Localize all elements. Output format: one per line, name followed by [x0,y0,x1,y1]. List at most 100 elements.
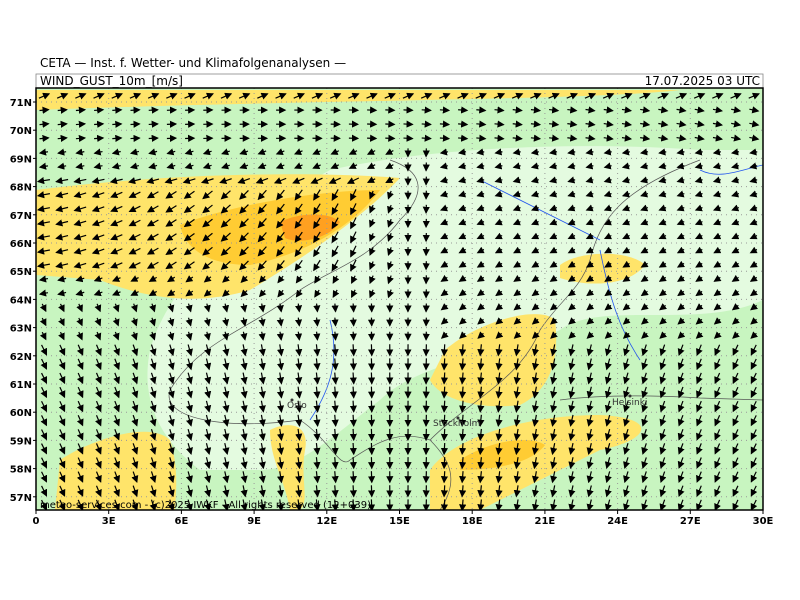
wind-arrow [183,218,195,228]
wind-arrow [713,303,722,311]
wind-arrow [185,443,193,455]
wind-arrow [458,190,467,198]
wind-arrow [459,358,467,371]
wind-arrow [73,191,87,199]
wind-arrow [129,92,142,100]
lat-label: 58N [10,465,32,476]
wind-arrow [203,331,211,341]
wind-arrow [313,231,321,244]
wind-arrow [387,261,394,271]
wind-arrow [91,247,105,255]
wind-arrow [113,457,120,469]
wind-arrow [258,386,266,399]
wind-arrow [440,344,449,357]
lat-label: 66N [10,239,32,250]
wind-arrow [149,372,157,385]
wind-arrow [58,485,66,497]
wind-arrow [258,372,266,385]
wind-arrow [312,162,321,169]
wind-arrow [76,358,84,371]
wind-arrow [131,471,139,484]
wind-arrow [477,471,485,484]
wind-arrow [621,106,633,114]
lat-label: 64N [10,295,32,306]
wind-arrow [276,386,285,399]
wind-arrow [696,344,703,357]
wind-arrow [659,331,668,339]
wind-arrow [676,176,685,184]
lon-label: 15E [389,516,410,527]
wind-arrow [313,428,321,442]
wind-arrow [329,92,342,100]
wind-arrow [202,218,213,228]
wind-arrow [131,414,139,427]
wind-arrow [202,190,213,200]
wind-arrow [659,499,667,510]
lon-label: 21E [535,516,556,527]
wind-arrow [586,289,595,297]
wind-arrow [331,428,339,442]
wind-arrow [494,148,503,156]
wind-arrow [313,414,321,427]
city-dot [628,394,632,398]
wind-arrow [131,400,139,413]
wind-arrow [55,233,69,241]
wind-arrow [204,400,212,413]
wind-arrow [149,358,157,371]
wind-arrow [585,246,594,254]
wind-arrow [640,303,649,311]
wind-arrow [567,246,576,254]
wind-arrow [750,344,758,356]
wind-arrow [385,176,394,183]
wind-arrow [513,246,522,254]
wind-arrow [714,471,721,483]
wind-arrow [459,331,467,339]
wind-arrow [603,232,613,240]
wind-arrow [94,317,102,327]
wind-arrow [149,400,157,413]
wind-arrow [295,414,303,427]
wind-arrow [146,247,159,255]
wind-arrow [530,120,542,128]
wind-arrow [369,204,376,214]
wind-arrow [276,203,285,215]
wind-arrow [294,231,303,243]
wind-arrow [457,148,467,156]
wind-arrow [458,232,467,240]
wind-arrow [112,120,123,128]
wind-arrow [204,443,212,455]
wind-arrow [658,232,667,240]
wind-arrow [439,106,451,114]
wind-arrow [130,289,139,296]
wind-arrow [568,317,577,325]
wind-arrow [331,414,339,427]
wind-arrow [240,442,248,456]
wind-arrow [568,400,576,413]
wind-arrow [294,259,303,272]
wind-arrow [750,372,758,385]
wind-arrow [222,414,230,427]
wind-arrow [550,386,558,399]
wind-arrow [222,275,230,283]
wind-arrow [586,400,594,413]
wind-arrow [732,386,740,399]
wind-arrow [696,485,703,498]
wind-arrow [621,148,630,156]
wind-arrow [676,246,685,254]
wind-arrow [331,344,339,357]
wind-arrow [366,148,376,155]
wind-arrow [130,106,141,114]
wind-arrow [185,471,193,484]
wind-arrow [512,134,523,142]
wind-arrow [495,457,503,470]
wind-arrow [676,218,685,226]
wind-arrow [40,401,48,413]
lat-label: 69N [10,154,32,165]
wind-arrow [311,92,324,100]
wind-arrow [712,176,721,184]
wind-arrow [39,134,50,143]
wind-arrow [184,92,196,100]
wind-arrow [604,499,612,510]
wind-arrow [550,442,558,456]
wind-arrow [95,471,102,483]
